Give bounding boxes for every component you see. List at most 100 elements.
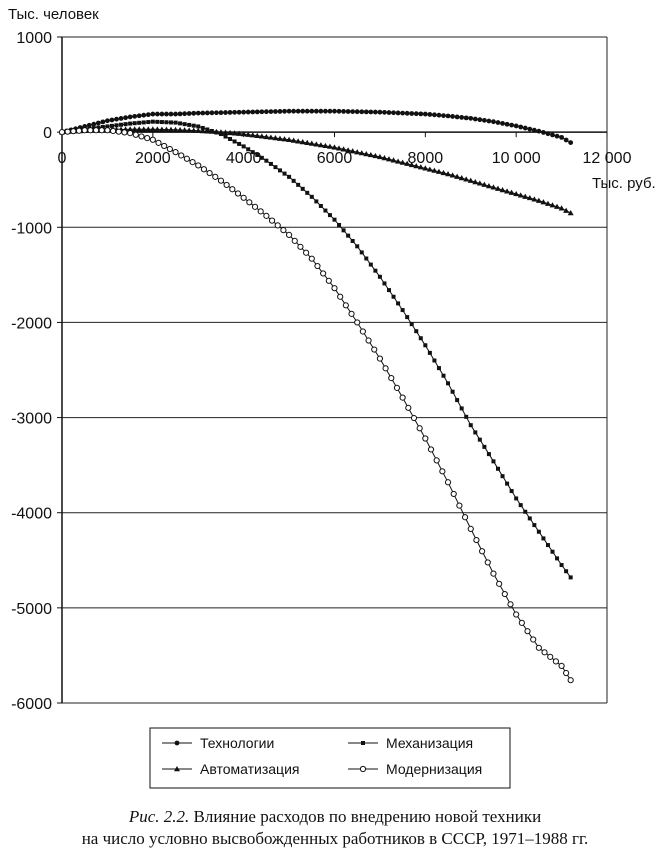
y-tick-label: -4000 bbox=[11, 506, 52, 523]
figure-caption-line2: на число условно высвобожденных работник… bbox=[81, 829, 589, 848]
data-point bbox=[568, 575, 573, 580]
data-point bbox=[496, 580, 503, 587]
data-point bbox=[376, 153, 383, 160]
data-point bbox=[154, 126, 161, 132]
data-point bbox=[523, 509, 528, 514]
data-point bbox=[371, 346, 378, 353]
data-point bbox=[382, 109, 387, 115]
data-point bbox=[229, 186, 236, 193]
data-point bbox=[341, 228, 346, 233]
data-point bbox=[331, 144, 338, 150]
data-point bbox=[495, 185, 501, 191]
data-point bbox=[436, 366, 441, 371]
data-point bbox=[263, 109, 269, 115]
legend-label: Механизация bbox=[386, 735, 473, 751]
data-point bbox=[285, 231, 293, 238]
data-point bbox=[204, 128, 211, 134]
data-point bbox=[332, 108, 337, 114]
data-point bbox=[446, 381, 451, 386]
data-point bbox=[517, 192, 524, 198]
data-point bbox=[212, 173, 219, 180]
data-point bbox=[114, 116, 119, 122]
data-point bbox=[559, 134, 564, 140]
data-point bbox=[257, 208, 264, 215]
data-point bbox=[381, 155, 388, 161]
data-point bbox=[323, 208, 328, 213]
legend-box bbox=[149, 727, 511, 789]
data-point bbox=[268, 109, 274, 114]
data-point bbox=[213, 128, 220, 135]
data-point bbox=[541, 130, 546, 135]
data-point bbox=[144, 134, 151, 142]
data-point bbox=[250, 109, 256, 115]
data-point bbox=[377, 274, 382, 279]
data-point bbox=[405, 404, 412, 411]
data-point bbox=[190, 127, 197, 133]
data-point bbox=[496, 466, 500, 471]
data-point bbox=[259, 109, 265, 115]
data-point bbox=[263, 212, 270, 219]
data-point bbox=[363, 109, 369, 115]
data-point bbox=[348, 310, 355, 317]
data-point bbox=[530, 636, 537, 643]
data-point bbox=[400, 308, 405, 313]
data-point bbox=[507, 601, 514, 608]
data-point bbox=[308, 140, 315, 146]
x-tick-label: 4000 bbox=[226, 150, 262, 167]
data-point bbox=[567, 677, 574, 684]
data-point bbox=[345, 147, 352, 153]
data-point bbox=[513, 123, 519, 129]
data-point bbox=[508, 189, 515, 195]
data-point bbox=[364, 256, 369, 261]
data-point bbox=[550, 549, 555, 554]
data-point bbox=[236, 130, 243, 136]
data-point bbox=[304, 108, 310, 114]
data-point bbox=[109, 117, 115, 123]
data-point bbox=[427, 112, 433, 117]
data-point bbox=[395, 158, 402, 164]
y-tick-label: -6000 bbox=[11, 696, 52, 713]
data-point bbox=[204, 110, 210, 116]
data-point bbox=[282, 108, 287, 114]
data-point bbox=[75, 127, 83, 134]
data-point bbox=[149, 136, 156, 143]
data-point bbox=[300, 186, 305, 191]
data-point bbox=[463, 115, 469, 121]
data-point bbox=[241, 144, 246, 149]
data-point bbox=[354, 319, 361, 326]
data-point bbox=[414, 329, 419, 334]
data-point bbox=[391, 110, 396, 116]
data-point bbox=[490, 570, 497, 577]
data-point bbox=[350, 109, 356, 114]
data-point bbox=[433, 457, 440, 464]
data-point bbox=[234, 190, 242, 197]
data-point bbox=[109, 127, 117, 135]
data-point bbox=[490, 184, 497, 190]
data-point bbox=[278, 168, 282, 173]
data-point bbox=[317, 142, 324, 148]
data-point bbox=[240, 131, 247, 137]
data-point bbox=[387, 288, 391, 293]
data-point bbox=[166, 145, 173, 153]
data-point bbox=[314, 262, 321, 270]
data-point bbox=[232, 139, 237, 144]
data-point bbox=[436, 112, 442, 118]
data-point bbox=[372, 152, 379, 159]
data-point bbox=[509, 122, 515, 128]
data-point bbox=[450, 389, 455, 394]
data-point bbox=[217, 129, 224, 135]
data-point bbox=[195, 127, 202, 133]
data-point bbox=[358, 150, 365, 156]
data-point bbox=[445, 113, 451, 119]
data-point bbox=[486, 118, 492, 124]
data-point bbox=[320, 270, 327, 277]
data-point bbox=[455, 398, 460, 403]
data-point bbox=[485, 182, 492, 189]
data-point bbox=[273, 165, 278, 170]
data-point bbox=[522, 125, 528, 131]
data-point bbox=[372, 109, 378, 115]
data-point bbox=[441, 113, 446, 118]
data-point bbox=[150, 119, 155, 124]
data-point bbox=[264, 158, 269, 163]
data-point bbox=[409, 322, 414, 327]
